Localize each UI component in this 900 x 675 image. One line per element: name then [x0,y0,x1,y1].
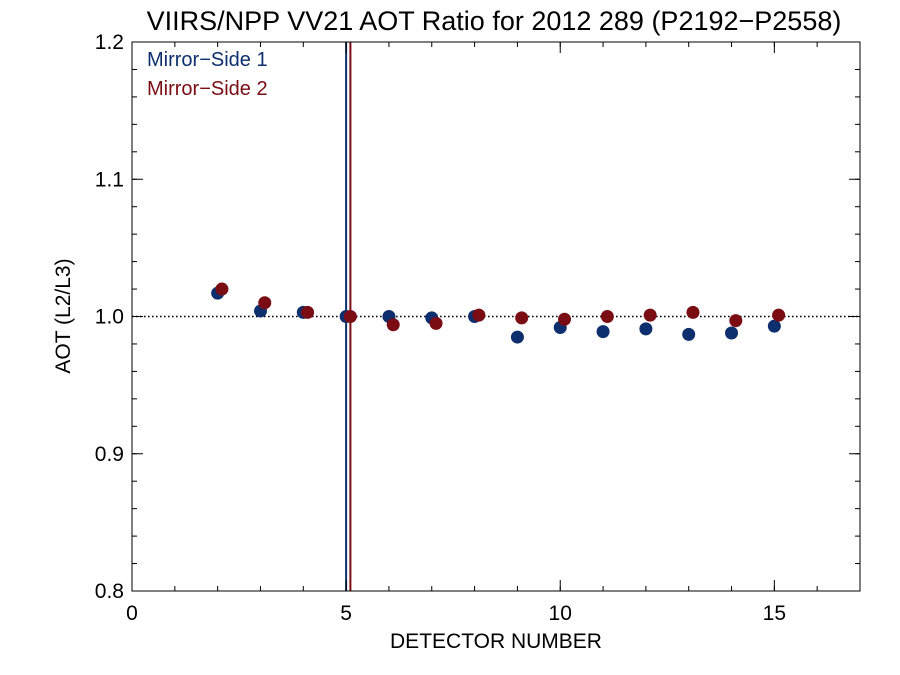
mirror-side-2-point [558,312,572,326]
y-tick-label: 1.2 [95,31,124,54]
x-tick-label: 5 [340,602,352,625]
y-tick-label: 1.0 [95,306,124,329]
x-tick-label: 0 [126,602,138,625]
mirror-side-2-point [215,282,229,296]
x-tick-label: 10 [549,602,572,625]
y-axis-label: AOT (L2/L3) [52,258,75,373]
mirror-side-1-point [725,326,739,340]
mirror-side-2-point [729,314,743,328]
mirror-side-2-point [686,305,700,319]
legend: Mirror−Side 1 Mirror−Side 2 [147,49,268,100]
mirror-side-2-point [515,311,529,325]
mirror-side-2-point [429,316,443,330]
x-axis-label: DETECTOR NUMBER [390,630,602,653]
mirror-side-2-point [343,310,357,323]
legend-item-mirror-side-1: Mirror−Side 1 [147,49,268,71]
mirror-side-2-point [258,296,272,310]
chart-title: VIIRS/NPP VV21 AOT Ratio for 2012 289 (P… [147,6,842,36]
axis-ticks: 0 5 10 15 0.8 0.9 1.0 1.1 1.2 [95,31,861,625]
y-tick-label: 0.8 [95,580,124,603]
mirror-side-1-point [639,322,653,336]
mirror-side-1-point [596,325,610,339]
mirror-side-1-point [767,319,781,333]
mirror-side-2-point [600,310,614,323]
x-tick-label: 15 [763,602,786,625]
mirror-side-2-point [643,308,657,322]
series-layer [211,282,786,344]
y-tick-label: 1.1 [95,168,124,191]
mirror-side-2-point [472,308,486,322]
mirror-side-1-point [510,330,524,344]
mirror-side-1-point [682,327,696,341]
plot-decorations [132,42,860,591]
mirror-side-2-point [301,305,315,319]
mirror-side-2-point [386,318,400,332]
legend-item-mirror-side-2: Mirror−Side 2 [147,78,268,100]
mirror-side-2-point [772,308,786,322]
y-tick-label: 0.9 [95,443,124,466]
